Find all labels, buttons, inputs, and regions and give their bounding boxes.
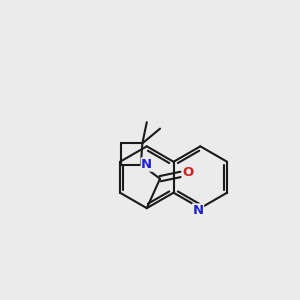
Text: N: N [141,158,152,171]
Text: N: N [192,204,203,217]
Text: O: O [182,166,193,179]
